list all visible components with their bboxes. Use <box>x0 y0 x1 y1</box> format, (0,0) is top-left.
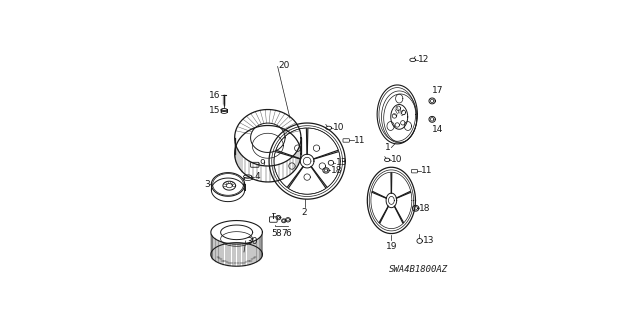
Text: 2: 2 <box>302 208 307 217</box>
Text: 19: 19 <box>386 242 397 251</box>
Text: 10: 10 <box>391 155 403 164</box>
Polygon shape <box>307 129 308 154</box>
Text: 4: 4 <box>255 172 260 181</box>
Polygon shape <box>380 206 388 223</box>
Text: 5: 5 <box>271 229 277 238</box>
Text: 16: 16 <box>209 91 220 100</box>
Text: 10: 10 <box>333 123 345 132</box>
Text: 13: 13 <box>423 236 435 245</box>
Text: 11: 11 <box>421 167 433 175</box>
Text: 14: 14 <box>432 125 444 134</box>
Text: 12: 12 <box>419 56 430 64</box>
Polygon shape <box>276 150 301 159</box>
Text: 8: 8 <box>276 229 282 238</box>
Text: 7: 7 <box>281 229 287 238</box>
Polygon shape <box>396 191 410 198</box>
Polygon shape <box>394 206 403 223</box>
Polygon shape <box>311 167 327 188</box>
Text: 18: 18 <box>331 166 342 175</box>
Text: 11: 11 <box>355 136 366 145</box>
Text: 17: 17 <box>432 86 444 95</box>
Text: SWA4B1800AZ: SWA4B1800AZ <box>389 265 449 274</box>
Text: 13: 13 <box>336 158 348 167</box>
Polygon shape <box>287 167 303 188</box>
Text: 30: 30 <box>246 237 258 246</box>
Text: 20: 20 <box>278 61 290 70</box>
Text: 1: 1 <box>385 143 391 152</box>
Polygon shape <box>314 150 338 159</box>
Polygon shape <box>372 191 387 198</box>
Text: 3: 3 <box>204 180 210 189</box>
Text: 15: 15 <box>209 106 220 115</box>
Polygon shape <box>391 173 392 193</box>
Text: 9: 9 <box>260 159 266 168</box>
Text: 6: 6 <box>285 229 291 238</box>
Text: 18: 18 <box>419 204 431 213</box>
